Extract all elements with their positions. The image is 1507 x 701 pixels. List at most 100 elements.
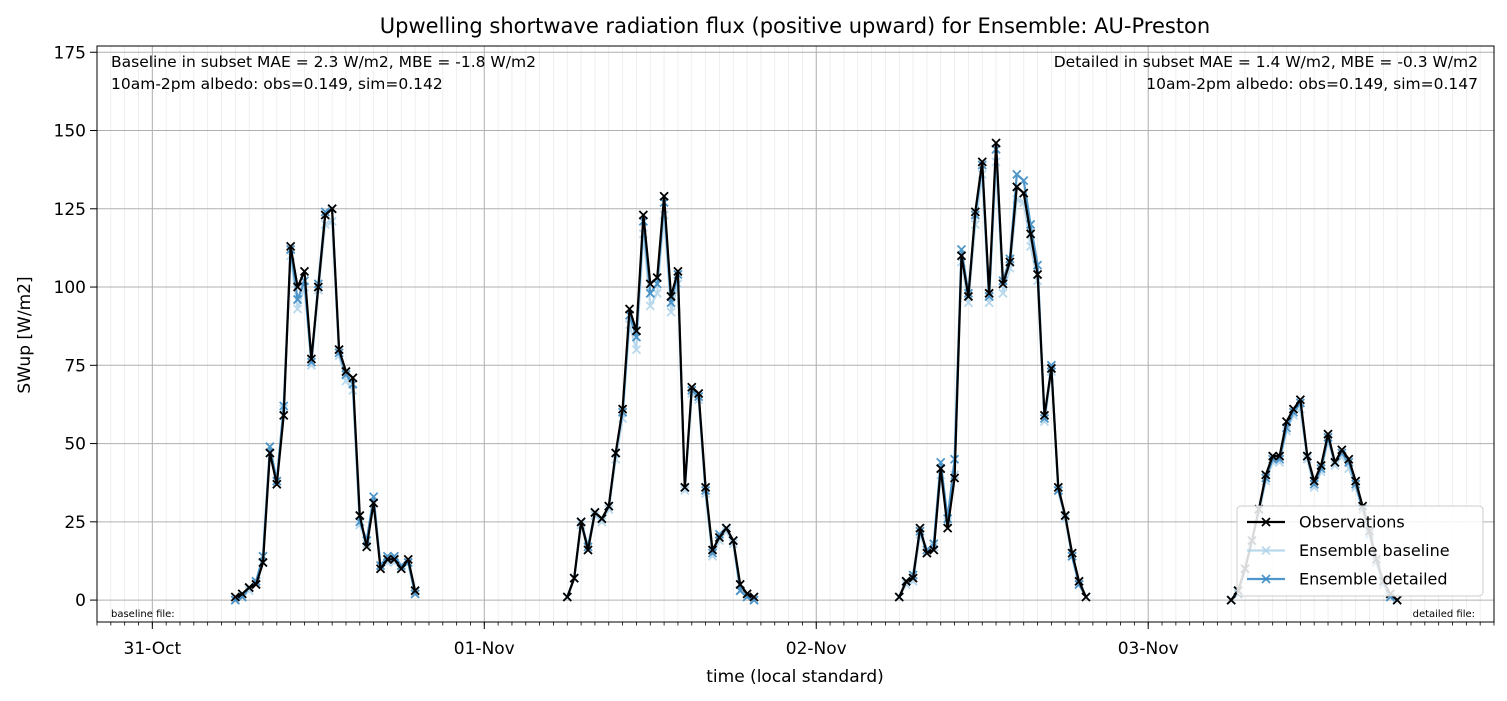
data-point-observations — [576, 517, 586, 527]
y-tick-label: 0 — [75, 591, 86, 611]
data-point-observations — [970, 207, 980, 217]
legend-label-ensemble-detailed: Ensemble detailed — [1299, 570, 1448, 589]
data-point-ensemble-detailed — [1039, 413, 1050, 424]
data-point-observations — [258, 557, 268, 568]
legend-marker-observations — [1261, 517, 1271, 527]
data-point-observations — [1268, 451, 1278, 461]
data-point-observations — [1344, 454, 1354, 464]
data-point-observations — [742, 589, 752, 599]
data-point-observations — [1392, 595, 1402, 605]
data-point-observations — [299, 266, 310, 277]
data-point-observations — [721, 523, 731, 533]
data-point-observations — [597, 514, 607, 524]
y-tick-label: 150 — [54, 122, 86, 142]
y-tick-label: 75 — [64, 356, 86, 376]
chart-title: Upwelling shortwave radiation flux (posi… — [380, 14, 1210, 38]
data-point-observations — [396, 564, 406, 574]
data-point-observations — [1337, 445, 1347, 455]
data-point-observations — [908, 573, 918, 583]
y-tick-label: 125 — [54, 200, 86, 220]
data-point-observations — [694, 388, 704, 399]
data-point-observations — [313, 282, 323, 292]
data-point-observations — [659, 191, 669, 201]
x-tick-label: 02-Nov — [786, 639, 847, 659]
plot-frame — [96, 45, 1495, 623]
data-point-observations — [348, 373, 358, 383]
data-point-observations — [1323, 429, 1333, 439]
data-point-ensemble-baseline — [597, 517, 607, 527]
data-point-observations — [915, 523, 925, 533]
data-point-observations — [1309, 476, 1319, 486]
data-point-observations — [936, 463, 946, 474]
data-point-observations — [1226, 595, 1236, 605]
data-point-observations — [963, 291, 974, 302]
data-point-ensemble-detailed — [1309, 479, 1319, 489]
legend-marker-ensemble-detailed — [1261, 574, 1271, 584]
data-point-observations — [292, 282, 303, 292]
data-point-observations — [700, 482, 711, 493]
data-point-observations — [1288, 404, 1299, 414]
data-point-observations — [929, 545, 939, 555]
data-point-observations — [382, 554, 393, 565]
data-point-ensemble-detailed — [410, 589, 420, 599]
data-point-observations — [680, 482, 690, 493]
series-observations — [230, 138, 1402, 605]
series-line-observations — [898, 141, 1088, 598]
data-point-observations — [604, 501, 614, 511]
data-point-observations — [362, 542, 372, 552]
data-point-ensemble-detailed — [341, 370, 351, 380]
data-point-observations — [617, 404, 628, 414]
data-point-observations — [1060, 510, 1070, 521]
data-point-observations — [673, 266, 683, 277]
data-point-observations — [1274, 451, 1285, 461]
axis-ticks: 31-Oct 01-Nov 02-Nov 03-Nov 0 25 50 75 100 125 150… — [54, 43, 1495, 659]
data-point-observations — [1261, 470, 1271, 480]
series-layer — [230, 138, 1402, 605]
data-point-observations — [949, 473, 960, 483]
y-tick-label: 100 — [54, 278, 86, 298]
legend-box — [1236, 505, 1484, 597]
data-point-ensemble-detailed — [645, 288, 655, 298]
data-point-observations — [569, 573, 579, 583]
data-point-observations — [355, 510, 365, 521]
data-point-observations — [631, 326, 642, 336]
data-point-observations — [735, 579, 745, 590]
data-point-observations — [327, 204, 337, 214]
data-point-observations — [728, 535, 738, 546]
detailed-albedo-annotation: 10am-2pm albedo: obs=0.149, sim=0.147 — [1146, 75, 1478, 93]
data-point-observations — [334, 345, 344, 355]
data-point-observations — [1032, 269, 1043, 280]
detailed-stats-annotation: Detailed in subset MAE = 1.4 W/m2, MBE =… — [1054, 53, 1478, 71]
legend-marker-ensemble-baseline — [1261, 545, 1271, 556]
data-point-observations — [707, 545, 718, 555]
y-tick-label: 25 — [64, 513, 86, 533]
data-point-observations — [251, 579, 261, 590]
data-point-observations — [286, 241, 296, 251]
data-point-ensemble-detailed — [320, 207, 330, 217]
data-point-observations — [583, 545, 593, 555]
y-axis-label: SWup [W/m2] — [15, 276, 35, 393]
legend-label-ensemble-baseline: Ensemble baseline — [1299, 541, 1450, 560]
baseline-albedo-annotation: 10am-2pm albedo: obs=0.149, sim=0.142 — [111, 75, 443, 93]
detailed-file-annotation: detailed file: — [1413, 609, 1475, 620]
data-point-observations — [943, 523, 953, 533]
data-point-observations — [410, 586, 420, 596]
data-point-observations — [714, 532, 725, 543]
data-point-ensemble-detailed — [707, 548, 718, 558]
data-point-observations — [1067, 548, 1077, 558]
data-point-observations — [230, 592, 240, 602]
data-point-ensemble-detailed — [306, 357, 317, 367]
data-point-ensemble-baseline — [645, 301, 655, 311]
data-point-observations — [1081, 592, 1091, 602]
data-point-observations — [306, 354, 317, 364]
data-point-observations — [922, 548, 932, 558]
data-point-observations — [984, 288, 994, 298]
data-point-ensemble-baseline — [631, 345, 642, 355]
x-tick-label: 31-Oct — [124, 639, 182, 659]
x-tick-label: 01-Nov — [454, 639, 515, 659]
y-tick-label: 50 — [64, 435, 86, 455]
data-point-observations — [403, 554, 413, 565]
data-point-observations — [1281, 417, 1292, 427]
data-point-observations — [652, 273, 662, 283]
